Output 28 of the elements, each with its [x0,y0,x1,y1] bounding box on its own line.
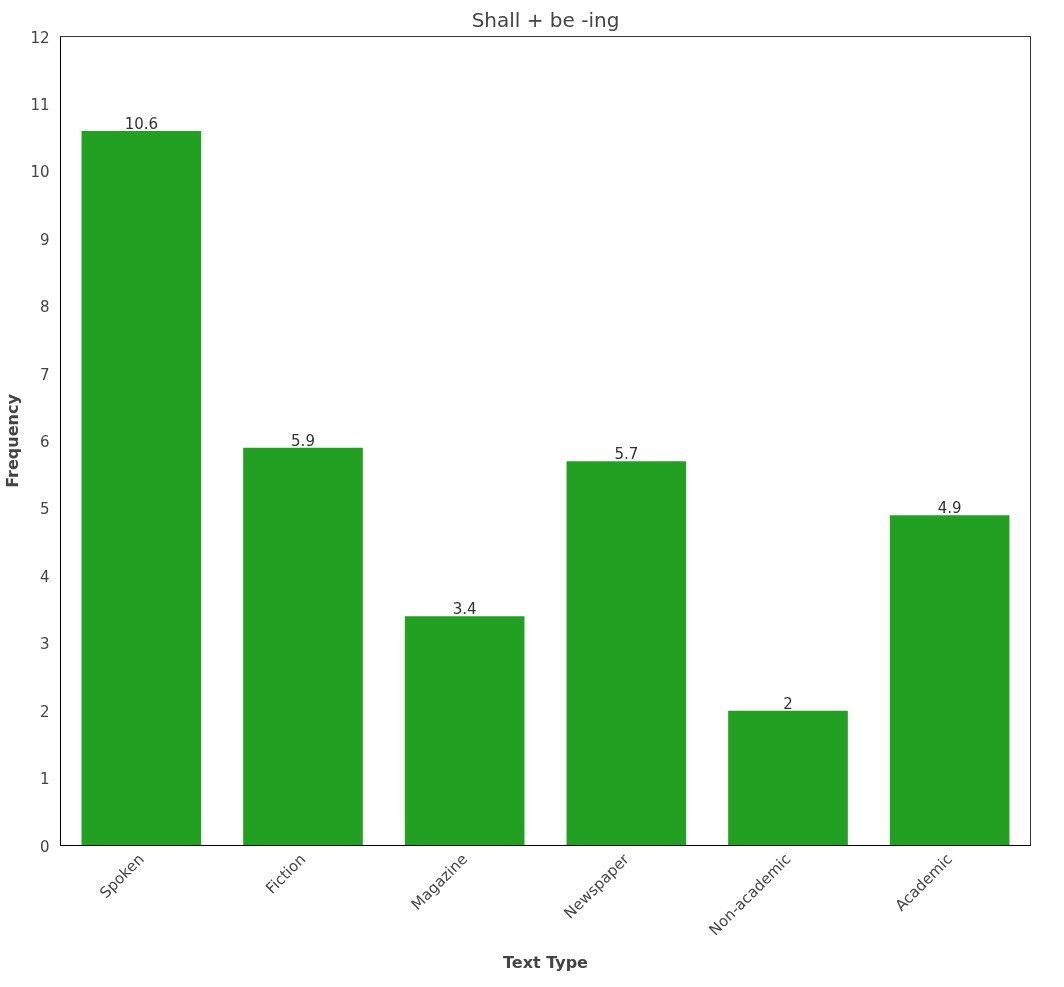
y-tick-label: 12 [30,28,50,47]
y-tick-label: 5 [39,500,50,519]
data-label: 2 [783,694,793,713]
y-tick-label: 10 [30,163,50,182]
y-tick-label: 8 [39,298,50,317]
y-tick-label: 4 [39,567,50,586]
y-tick-label: 0 [39,837,50,856]
y-tick-label: 2 [39,702,50,721]
bar [404,616,525,846]
y-tick-label: 1 [39,770,50,789]
y-tick-label: 3 [39,635,50,654]
y-axis-title: Frequency [3,393,23,488]
y-tick-label: 6 [39,433,50,451]
bar [728,710,848,846]
bar [566,461,687,846]
bar [889,515,1010,846]
x-axis-title: Text Type [503,953,589,973]
data-label: 3.4 [452,600,477,619]
data-label: 4.9 [937,499,962,518]
data-label: 10.6 [124,114,159,133]
y-tick-label: 11 [30,95,50,114]
y-tick-label: 7 [39,365,50,384]
data-label: 5.7 [614,445,639,464]
bar [81,130,202,846]
y-tick-label: 9 [39,230,50,249]
bar [243,447,363,846]
data-label: 5.9 [291,431,315,450]
chart-title: Shall + be -ing [471,7,620,32]
